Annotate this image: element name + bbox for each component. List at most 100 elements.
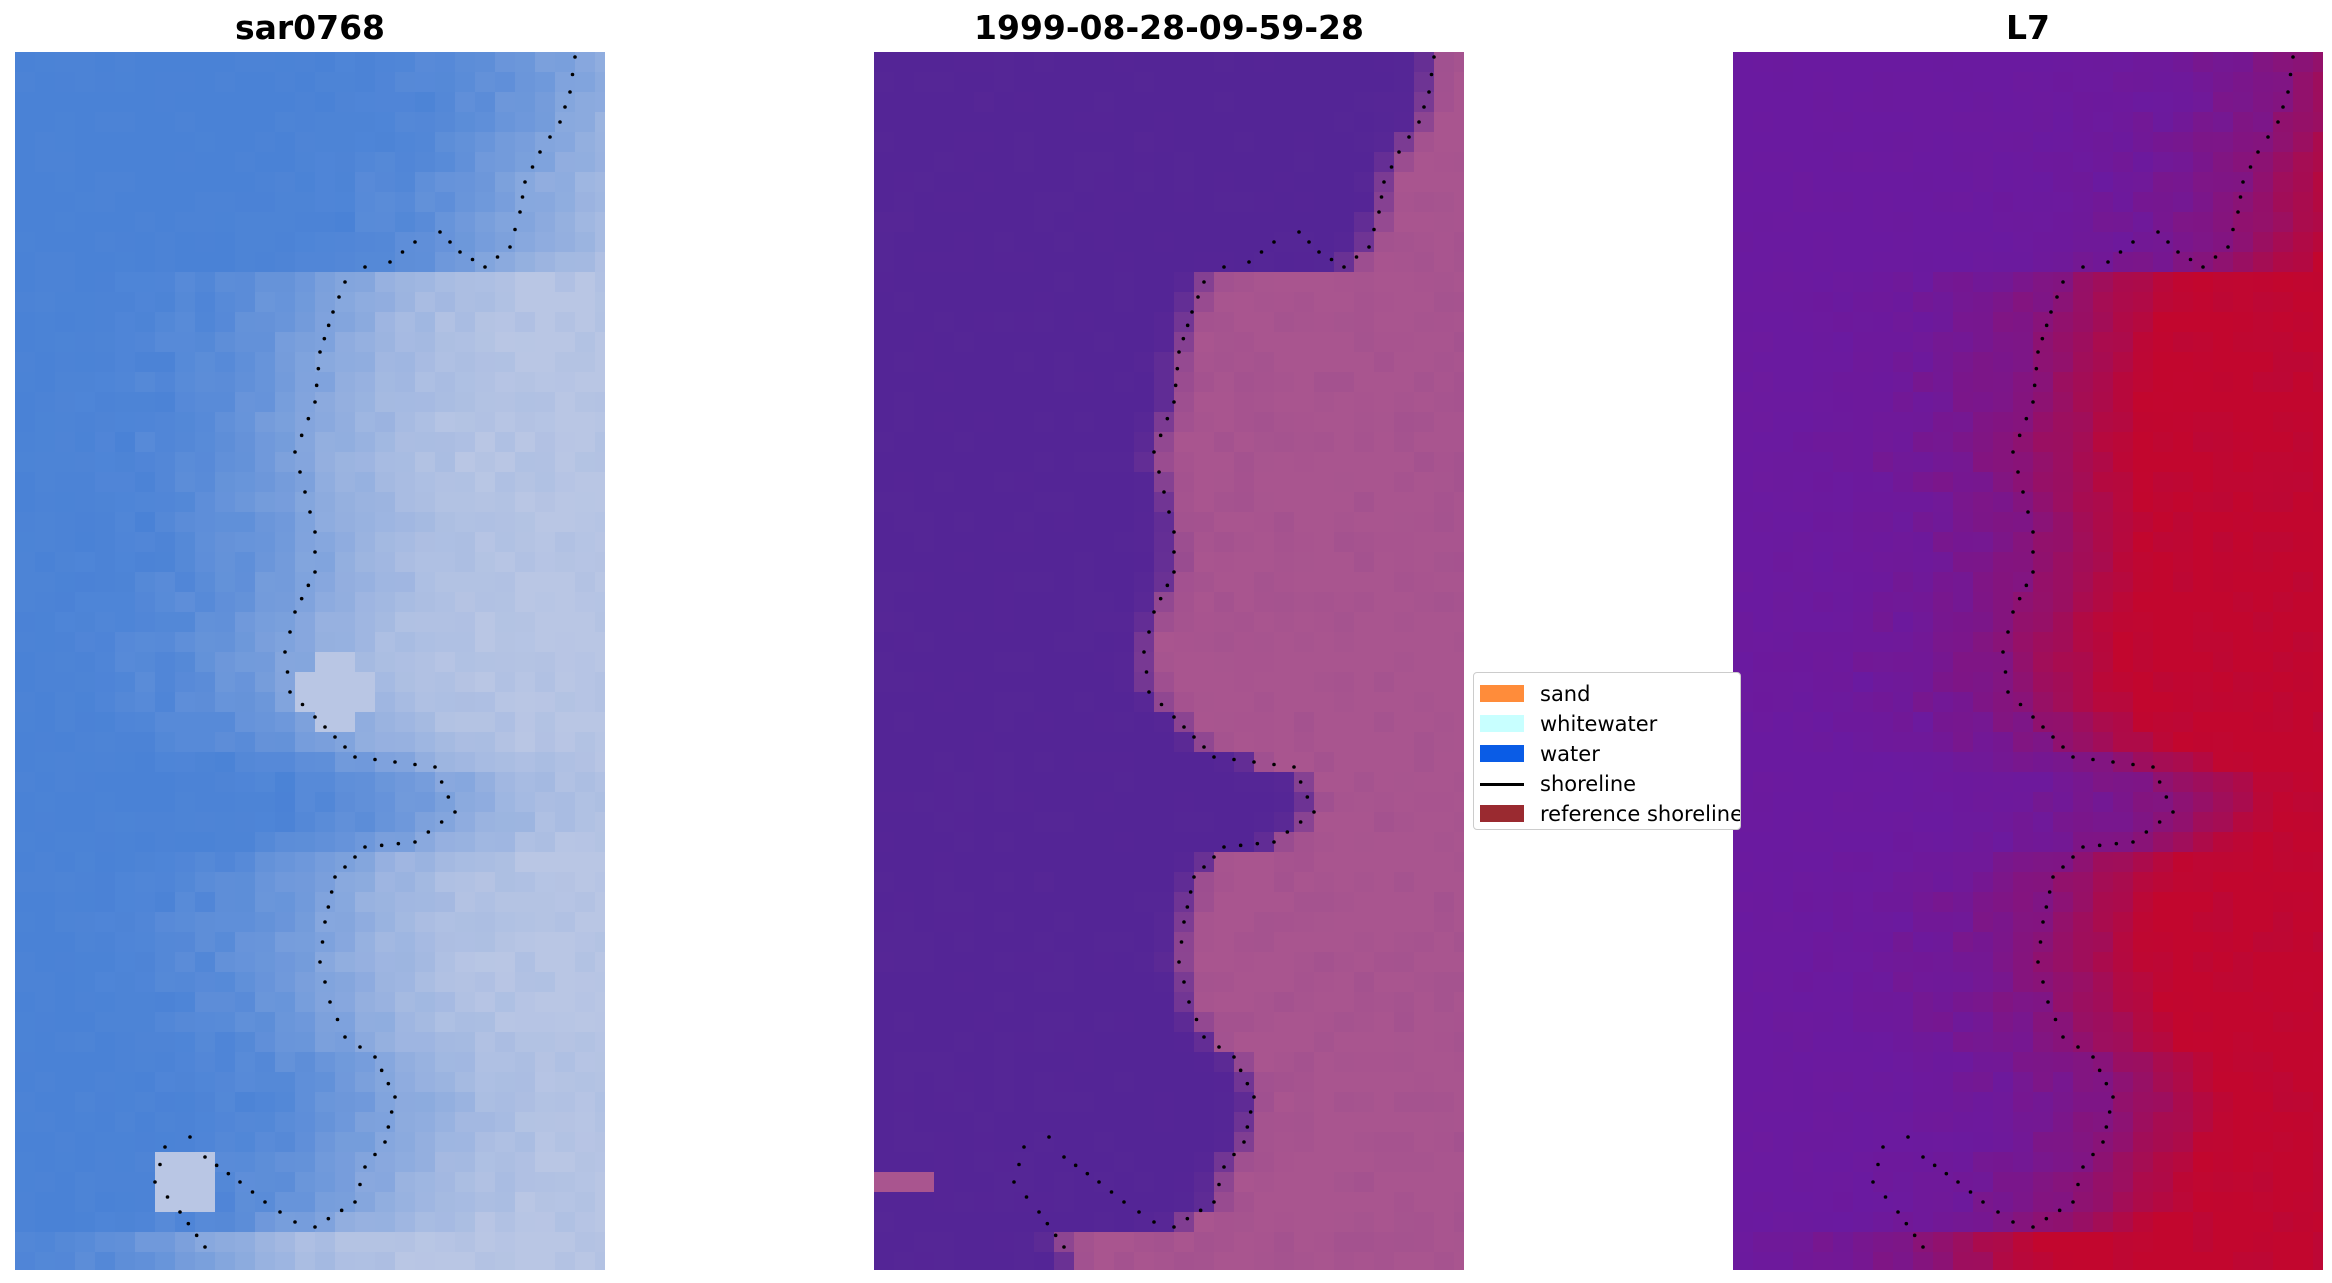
image-pixel	[2153, 652, 2174, 673]
image-pixel	[1773, 132, 1794, 153]
image-pixel	[1314, 1252, 1335, 1270]
image-pixel	[295, 152, 316, 173]
image-pixel	[1174, 652, 1195, 673]
shoreline-dot	[1422, 105, 1426, 109]
image-pixel	[235, 592, 256, 613]
image-pixel	[2073, 292, 2094, 313]
image-pixel	[2053, 572, 2074, 593]
image-pixel	[1094, 312, 1115, 333]
image-pixel	[1014, 932, 1035, 953]
image-pixel	[1034, 1212, 1055, 1233]
image-pixel	[315, 812, 336, 833]
image-pixel	[1134, 232, 1155, 253]
image-pixel	[1414, 392, 1435, 413]
image-pixel	[435, 1132, 456, 1153]
image-pixel	[1454, 1032, 1464, 1053]
image-pixel	[1054, 552, 1075, 573]
image-pixel	[95, 112, 116, 133]
image-pixel	[1154, 1052, 1175, 1073]
image-pixel	[954, 852, 975, 873]
image-pixel	[954, 112, 975, 133]
image-pixel	[555, 1032, 576, 1053]
image-pixel	[1374, 1232, 1395, 1253]
image-pixel	[2113, 432, 2134, 453]
image-pixel	[1414, 872, 1435, 893]
image-pixel	[595, 92, 605, 113]
image-pixel	[535, 992, 556, 1013]
image-pixel	[2113, 672, 2134, 693]
image-pixel	[355, 832, 376, 853]
image-pixel	[1454, 372, 1464, 393]
image-pixel	[1434, 532, 1455, 553]
image-pixel	[1314, 772, 1335, 793]
image-pixel	[1274, 1212, 1295, 1233]
image-pixel	[954, 572, 975, 593]
image-pixel	[395, 632, 416, 653]
image-pixel	[495, 192, 516, 213]
image-pixel	[315, 592, 336, 613]
image-pixel	[75, 1232, 96, 1253]
image-pixel	[215, 992, 236, 1013]
image-pixel	[375, 512, 396, 533]
image-pixel	[295, 652, 316, 673]
image-pixel	[1134, 812, 1155, 833]
image-pixel	[375, 192, 396, 213]
image-pixel	[2053, 332, 2074, 353]
image-pixel	[1414, 412, 1435, 433]
image-pixel	[295, 432, 316, 453]
image-pixel	[1134, 452, 1155, 473]
image-pixel	[1893, 352, 1914, 373]
image-pixel	[2253, 72, 2274, 93]
image-pixel	[255, 652, 276, 673]
image-pixel	[435, 712, 456, 733]
image-pixel	[215, 512, 236, 533]
image-pixel	[1274, 72, 1295, 93]
image-pixel	[1094, 492, 1115, 513]
image-pixel	[1334, 392, 1355, 413]
image-pixel	[295, 1112, 316, 1133]
image-pixel	[1254, 992, 1275, 1013]
image-pixel	[315, 1112, 336, 1133]
image-pixel	[894, 1012, 915, 1033]
image-pixel	[2213, 312, 2234, 333]
image-pixel	[874, 432, 895, 453]
shoreline-dot	[285, 670, 290, 674]
image-pixel	[135, 552, 156, 573]
image-pixel	[335, 1112, 356, 1133]
image-pixel	[2173, 712, 2194, 733]
image-pixel	[1414, 372, 1435, 393]
shoreline-dot	[186, 1221, 191, 1226]
image-pixel	[175, 152, 196, 173]
image-pixel	[115, 312, 136, 333]
image-pixel	[1214, 272, 1235, 293]
image-pixel	[2313, 352, 2323, 373]
image-pixel	[1094, 412, 1115, 433]
image-pixel	[894, 912, 915, 933]
image-pixel	[1434, 752, 1455, 773]
image-pixel	[435, 212, 456, 233]
image-pixel	[495, 332, 516, 353]
image-pixel	[1114, 92, 1135, 113]
image-pixel	[255, 192, 276, 213]
image-pixel	[894, 212, 915, 233]
image-pixel	[55, 252, 76, 273]
image-pixel	[2093, 532, 2114, 553]
image-pixel	[1394, 1252, 1415, 1270]
image-pixel	[1014, 1252, 1035, 1270]
image-pixel	[874, 252, 895, 273]
image-pixel	[1134, 472, 1155, 493]
image-pixel	[1913, 712, 1934, 733]
image-pixel	[1194, 1072, 1215, 1093]
image-pixel	[1014, 1192, 1035, 1213]
image-pixel	[1134, 72, 1155, 93]
image-pixel	[1274, 332, 1295, 353]
image-pixel	[375, 1112, 396, 1133]
image-pixel	[934, 1012, 955, 1033]
image-pixel	[1773, 392, 1794, 413]
image-pixel	[914, 432, 935, 453]
image-pixel	[1134, 432, 1155, 453]
image-pixel	[1434, 192, 1455, 213]
image-pixel	[1374, 912, 1395, 933]
image-pixel	[275, 172, 296, 193]
image-pixel	[1993, 552, 2014, 573]
